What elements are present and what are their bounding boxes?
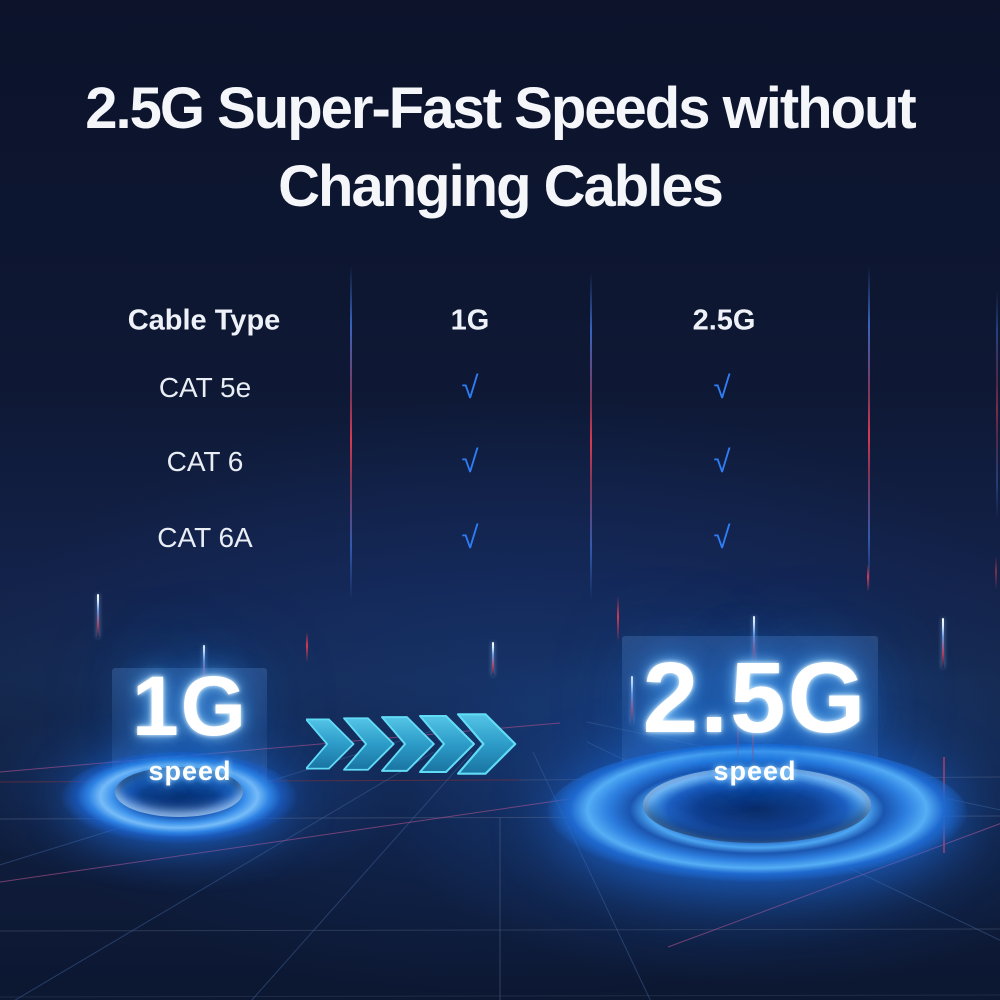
chevron-right-icon (456, 713, 517, 775)
light-streak (617, 596, 619, 642)
check-icon: √ (461, 520, 479, 555)
cable-type-cell: CAT 6 (166, 446, 244, 477)
speed-arrows (306, 713, 517, 775)
light-streak (97, 594, 99, 638)
page-title: 2.5G Super-Fast Speeds without Changing … (0, 70, 1000, 226)
table-header-2-5g: 2.5G (692, 304, 756, 337)
platform-1g (60, 752, 298, 848)
speed-tier-2-5g: 2.5G speed (585, 648, 925, 787)
platform-2-5g (545, 744, 969, 890)
light-streak (942, 618, 944, 668)
light-streak (590, 272, 592, 600)
speed-1g-value: 1G (131, 659, 249, 753)
speed-2-5g-label: speed (713, 756, 797, 786)
light-streak (631, 676, 633, 724)
cable-type-cell: CAT 6A (157, 522, 253, 553)
light-streak (996, 290, 998, 520)
light-streak (306, 632, 308, 662)
table-header-cable-type: Cable Type (127, 304, 281, 337)
chevron-right-icon (343, 717, 395, 771)
chevron-right-icon (381, 716, 435, 772)
light-streak (867, 564, 869, 592)
light-streak (350, 265, 352, 600)
light-streak (868, 266, 870, 590)
light-streak (752, 706, 754, 776)
title-line-1: 2.5G Super-Fast Speeds without (85, 76, 916, 141)
check-icon: √ (461, 444, 479, 479)
light-streak (753, 616, 755, 666)
table-header-1g: 1G (450, 304, 490, 337)
light-streak (737, 702, 739, 764)
check-icon: √ (713, 444, 731, 479)
speed-1g-label: speed (148, 756, 232, 786)
speed-2-5g-value: 2.5G (642, 642, 868, 754)
chevron-right-icon (306, 718, 355, 770)
light-streak (203, 645, 205, 687)
cable-type-cell: CAT 5e (158, 372, 252, 403)
speed-tier-1g: 1G speed (70, 664, 310, 787)
chevron-right-icon (419, 715, 475, 773)
check-icon: √ (461, 370, 479, 405)
check-icon: √ (713, 370, 731, 405)
light-streak (492, 642, 494, 676)
title-line-2: Changing Cables (278, 154, 724, 219)
check-icon: √ (713, 520, 731, 555)
light-streak (995, 556, 997, 590)
